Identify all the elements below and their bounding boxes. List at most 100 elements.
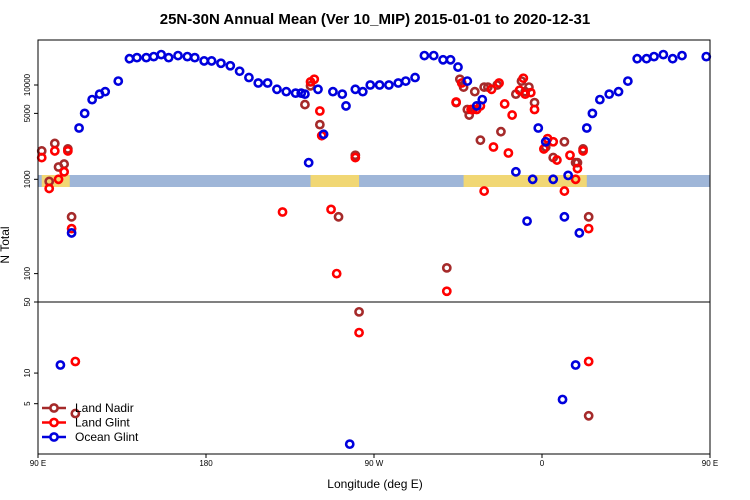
land-glint-point — [559, 186, 570, 196]
land-glint-point — [326, 204, 336, 215]
ocean-glint-point — [313, 84, 323, 95]
ocean-glint-point — [471, 101, 482, 111]
ocean-glint-point — [281, 86, 292, 97]
ocean-glint-point — [290, 88, 301, 99]
ocean-glint-point — [641, 53, 652, 64]
ocean-glint-point — [74, 123, 84, 133]
land-glint-point — [44, 183, 55, 194]
ocean-glint-point — [225, 60, 236, 71]
land-glint-point — [565, 150, 575, 161]
land-nadir-point — [314, 119, 325, 130]
land-glint-point — [36, 152, 47, 163]
land-glint-point — [66, 223, 77, 234]
ocean-glint-point — [234, 66, 245, 77]
land-nadir-point — [59, 159, 70, 169]
land-glint-point — [350, 152, 361, 163]
y-tick-label: 5 — [23, 401, 32, 406]
land-glint-point — [70, 356, 81, 367]
land-nadir-point — [469, 86, 480, 97]
ocean-glint-point — [533, 123, 544, 133]
ocean-glint-point — [384, 80, 394, 90]
land-glint-point — [59, 166, 70, 177]
land-nadir-point — [559, 136, 570, 147]
ocean-glint-point — [113, 76, 124, 86]
land-glint-point — [583, 223, 594, 234]
ocean-glint-point — [658, 49, 669, 60]
land-glint-point — [494, 78, 504, 88]
ocean-glint-point — [148, 51, 159, 62]
land-glint-point — [552, 155, 562, 165]
ocean-glint-point — [374, 80, 385, 90]
land-nadir-point — [70, 408, 81, 419]
land-nadir-point — [572, 157, 583, 168]
ocean-glint-point — [649, 51, 659, 62]
land-nadir-point — [475, 135, 486, 146]
ocean-glint-point — [141, 52, 152, 63]
ocean-glint-point — [445, 54, 456, 65]
x-axis-label: Longitude (deg E) — [327, 477, 422, 491]
data-points — [36, 49, 712, 450]
land-glint-point — [578, 146, 588, 156]
ocean-glint-point — [300, 89, 310, 100]
y-tick-label: 5000 — [23, 104, 32, 122]
ocean-glint-point — [677, 50, 687, 61]
ocean-glint-point — [365, 80, 376, 90]
ocean-glint-point — [428, 50, 439, 61]
ocean-glint-point — [66, 228, 77, 238]
land-glint-point — [53, 174, 64, 185]
ocean-glint-point — [216, 58, 226, 69]
ocean-band — [38, 175, 710, 187]
y-tick-label: 10 — [23, 368, 32, 377]
land-band-segment — [463, 175, 587, 187]
land-nadir-point — [49, 138, 60, 149]
ocean-glint-point — [173, 50, 183, 61]
ocean-glint-point — [357, 86, 368, 97]
legend-marker-ocean-glint — [49, 432, 59, 442]
x-tick-label: 90 W — [365, 459, 384, 468]
legend-label-ocean-glint: Ocean Glint — [75, 430, 139, 444]
land-nadir-point — [496, 126, 506, 137]
ocean-glint-point — [410, 72, 420, 83]
ocean-glint-point — [622, 76, 633, 86]
land-nadir-point — [583, 410, 594, 421]
ocean-glint-point — [156, 49, 167, 60]
ocean-glint-point — [328, 86, 338, 97]
ocean-glint-point — [79, 108, 90, 119]
ocean-glint-point — [100, 86, 111, 97]
ocean-glint-point — [244, 72, 254, 83]
legend-label-land-glint: Land Glint — [75, 416, 130, 430]
ocean-glint-point — [400, 76, 411, 86]
ocean-glint-point — [182, 51, 193, 62]
y-tick-label: 50 — [23, 297, 32, 306]
ocean-glint-point — [350, 84, 361, 95]
legend-marker-land-glint — [49, 417, 59, 428]
land-mask-band — [38, 175, 710, 187]
ocean-glint-point — [163, 52, 174, 63]
ocean-glint-point — [272, 84, 282, 95]
land-glint-point — [451, 97, 462, 107]
x-tick-label: 180 — [199, 459, 213, 468]
land-nadir-point — [66, 211, 77, 222]
ocean-glint-point — [581, 123, 592, 133]
ocean-glint-point — [540, 136, 551, 147]
land-glint-point — [518, 73, 529, 84]
ocean-glint-point — [262, 78, 273, 88]
x-tick-label: 0 — [540, 459, 545, 468]
legend-marker-land-nadir — [49, 403, 59, 413]
land-glint-point — [529, 104, 540, 115]
ocean-glint-point — [594, 94, 605, 105]
land-glint-point — [277, 207, 288, 217]
ocean-glint-point — [337, 89, 348, 100]
land-glint-point — [49, 146, 60, 156]
ocean-glint-point — [462, 76, 473, 86]
land-nadir-point — [441, 262, 452, 273]
ocean-glint-point — [393, 78, 404, 88]
land-glint-point — [62, 146, 73, 156]
ocean-glint-point — [574, 228, 585, 238]
land-nadir-point — [583, 211, 594, 222]
land-glint-point — [309, 74, 320, 85]
ocean-glint-point — [563, 170, 574, 181]
ocean-glint-point — [438, 54, 448, 65]
